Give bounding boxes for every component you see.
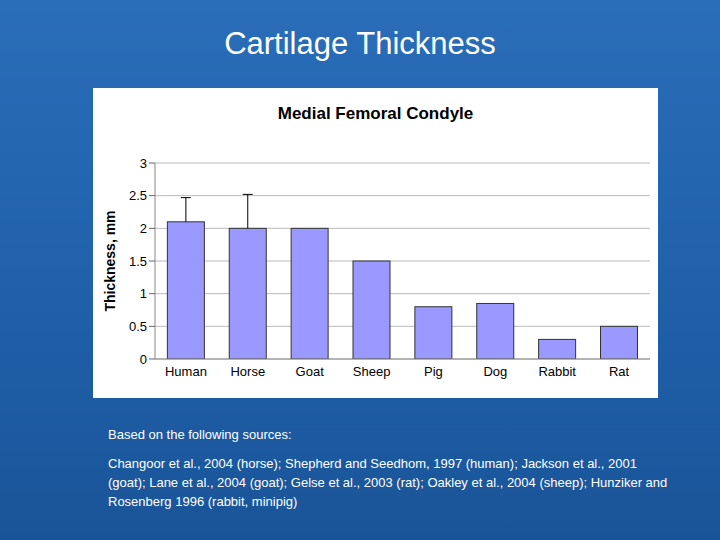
html-text:Changoor et al., 2004 (horse);: Changoor et al., 2004 (horse); Shepherd … bbox=[108, 456, 668, 509]
svg-text:Human: Human bbox=[165, 364, 207, 379]
svg-text:Sheep: Sheep bbox=[353, 364, 391, 379]
svg-text:3: 3 bbox=[140, 156, 147, 171]
html-text:Based on the following sources: Based on the following sources: bbox=[108, 427, 292, 442]
svg-text:2: 2 bbox=[140, 221, 147, 236]
svg-text:0.5: 0.5 bbox=[129, 319, 147, 334]
svg-text:Rabbit: Rabbit bbox=[538, 364, 576, 379]
html-text:Medial Femoral Condyle: Medial Femoral Condyle bbox=[277, 104, 474, 123]
svg-text:Goat: Goat bbox=[296, 364, 325, 379]
svg-text:Dog: Dog bbox=[483, 364, 507, 379]
svg-text:2.5: 2.5 bbox=[129, 188, 147, 203]
svg-text:1: 1 bbox=[140, 286, 147, 301]
svg-text:0: 0 bbox=[140, 352, 147, 367]
html-text:Cartilage Thickness: Cartilage Thickness bbox=[224, 26, 496, 61]
svg-text:Horse: Horse bbox=[230, 364, 265, 379]
svg-text:Pig: Pig bbox=[424, 364, 443, 379]
svg-text:Rat: Rat bbox=[609, 364, 630, 379]
svg-text:Thickness, mm: Thickness, mm bbox=[102, 210, 118, 311]
svg-text:1.5: 1.5 bbox=[129, 254, 147, 269]
